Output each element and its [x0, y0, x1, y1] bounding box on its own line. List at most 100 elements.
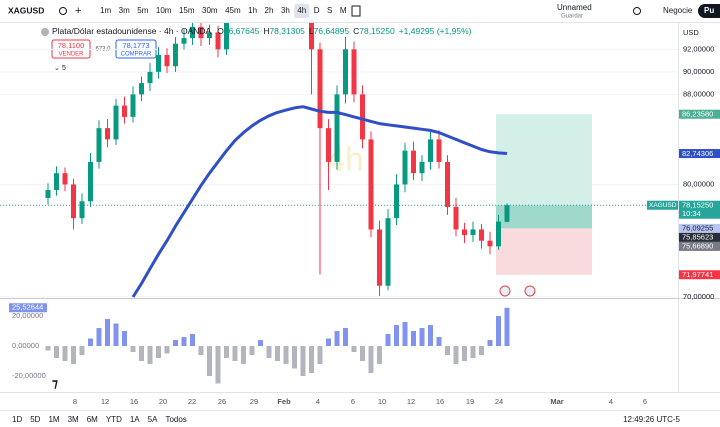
- timeframe[interactable]: 1h: [248, 6, 257, 15]
- x-tick-label: Feb: [277, 397, 291, 406]
- range-button[interactable]: 6M: [87, 415, 98, 424]
- publish-button-bg[interactable]: [698, 4, 720, 18]
- candle-body: [309, 23, 314, 50]
- price-label: 71,97741: [682, 270, 713, 279]
- sell-price[interactable]: 78,1100: [58, 41, 85, 50]
- candle-body: [496, 221, 501, 247]
- indicator-toggle[interactable]: ⌄: [54, 65, 60, 72]
- publish-button[interactable]: Pu: [704, 6, 714, 15]
- timeframe[interactable]: M: [340, 6, 347, 15]
- histogram-bar: [79, 346, 85, 356]
- x-tick-label: 20: [159, 397, 167, 406]
- histogram-bar: [292, 346, 297, 369]
- layout-name[interactable]: Unnamed: [557, 3, 592, 12]
- ohlc-value: 78,31305: [269, 26, 305, 36]
- indicator-count[interactable]: 5: [62, 65, 66, 72]
- candle-body: [224, 23, 229, 50]
- timeframe[interactable]: 30m: [202, 6, 218, 15]
- histogram-bar: [309, 346, 314, 374]
- buy-label[interactable]: COMPRAR: [121, 52, 152, 58]
- x-tick-label: Mar: [550, 397, 563, 406]
- histogram-bar: [402, 322, 408, 347]
- histogram-bar: [453, 346, 459, 365]
- symbol-tag: XAGUSD: [649, 202, 677, 209]
- histogram-bar: [249, 346, 255, 356]
- price-label: 75,66890: [682, 242, 713, 251]
- timeframe[interactable]: S: [327, 6, 332, 15]
- range-button[interactable]: 3M: [68, 415, 79, 424]
- timeframe[interactable]: 45m: [225, 6, 241, 15]
- candle-body: [198, 26, 204, 39]
- range-button[interactable]: 5D: [30, 415, 40, 424]
- histogram-bar: [164, 346, 170, 354]
- pane-tick-label: 20,00000: [12, 311, 43, 320]
- timeframe[interactable]: 3h: [281, 6, 290, 15]
- timeframe[interactable]: 15m: [179, 6, 195, 15]
- range-button[interactable]: 1M: [48, 415, 59, 424]
- candle-body: [181, 38, 187, 44]
- symbol-icon[interactable]: [59, 7, 67, 15]
- main-pane: [0, 23, 678, 298]
- range-button[interactable]: Todos: [165, 415, 186, 424]
- range-button[interactable]: 1A: [130, 415, 140, 424]
- candle-body: [334, 94, 340, 162]
- indicator-icon[interactable]: [351, 5, 361, 17]
- price-label-bg: [679, 232, 720, 242]
- event-flag[interactable]: [499, 285, 511, 297]
- histogram-bar: [241, 346, 246, 365]
- add-symbol[interactable]: +: [75, 5, 81, 17]
- timeframe-active[interactable]: [294, 4, 310, 18]
- candle-body: [343, 49, 348, 95]
- histogram-bar: [139, 346, 144, 362]
- event-flag[interactable]: [524, 285, 536, 297]
- histogram-bar: [470, 346, 476, 359]
- settings-icon[interactable]: [633, 7, 641, 15]
- histogram-bar: [487, 340, 493, 347]
- histogram-bar: [419, 328, 425, 347]
- candle-body: [147, 71, 153, 84]
- histogram-bar: [190, 334, 195, 347]
- histogram-bar: [207, 346, 212, 377]
- histogram-bar: [113, 323, 119, 347]
- ohlc-value: 76,67645: [224, 26, 260, 36]
- candle-body: [402, 150, 408, 185]
- histogram-bar: [258, 340, 263, 347]
- x-tick-label: 4: [609, 397, 613, 406]
- x-tick-label: 24: [495, 397, 503, 406]
- timeframe[interactable]: D: [314, 6, 320, 15]
- save-label[interactable]: Guardar: [561, 14, 583, 20]
- symbol[interactable]: XAGUSD: [8, 5, 44, 15]
- y-tick-label: 92,00000: [683, 44, 714, 53]
- histogram-bar: [54, 346, 59, 359]
- range-button[interactable]: 5A: [148, 415, 158, 424]
- histogram-bar: [232, 346, 238, 362]
- histogram-bar: [215, 346, 221, 384]
- candle-body: [470, 229, 476, 236]
- candle-body: [215, 32, 221, 50]
- currency[interactable]: USD: [683, 28, 699, 37]
- x-tick-label: 12: [407, 397, 415, 406]
- timeframe[interactable]: 3m: [119, 6, 130, 15]
- timeframe[interactable]: 4h: [297, 6, 306, 15]
- timeframe[interactable]: 2h: [265, 6, 274, 15]
- histogram-bar: [428, 325, 433, 347]
- candle-body: [368, 139, 374, 230]
- candle-body: [377, 229, 382, 286]
- ohlc-key: C: [353, 26, 359, 36]
- histogram-bar: [105, 319, 110, 347]
- trade-button[interactable]: Negocie: [663, 6, 693, 15]
- x-tick-label: 6: [643, 397, 647, 406]
- range-button[interactable]: YTD: [106, 415, 122, 424]
- symbol-tag-bg: [647, 200, 678, 210]
- buy-price[interactable]: 78,1773: [122, 41, 149, 50]
- histogram-bar: [343, 328, 348, 347]
- timeframe[interactable]: 1m: [100, 6, 111, 15]
- timeframe[interactable]: 10m: [156, 6, 172, 15]
- sell-label[interactable]: VENDER: [58, 52, 84, 58]
- timeframe[interactable]: 5m: [137, 6, 148, 15]
- histogram-bar: [96, 328, 102, 347]
- range-button[interactable]: 1D: [12, 415, 22, 424]
- histogram-bar: [122, 331, 127, 347]
